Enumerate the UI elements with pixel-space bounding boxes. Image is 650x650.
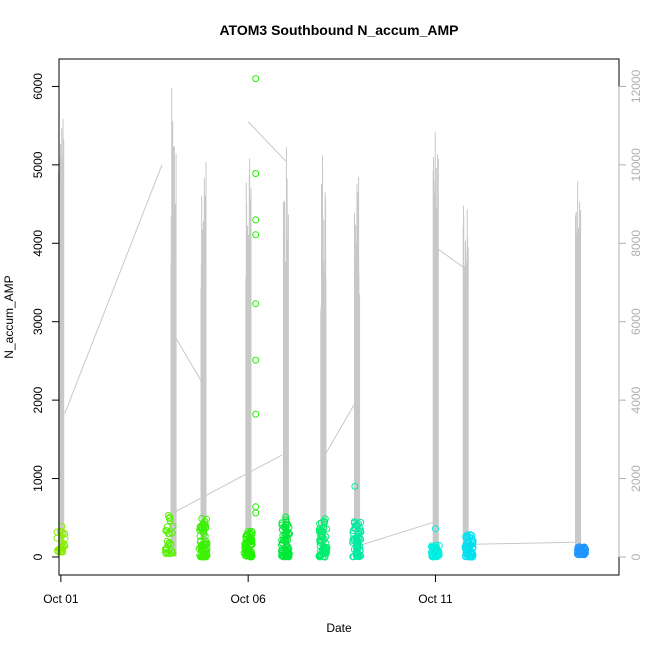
outlier-point-1 (253, 171, 259, 177)
secondary-spike-path-6 (355, 177, 360, 557)
x-tick-label: Oct 11 (418, 592, 453, 606)
y2-tick-label: 12000 (629, 69, 643, 103)
secondary-spike-9 (576, 182, 581, 557)
secondary-connector-7 (469, 542, 578, 544)
y-tick-label: 3000 (31, 308, 45, 335)
y2-tick-label: 2000 (629, 465, 643, 492)
data-point (164, 524, 170, 530)
y2-tick-label: 4000 (629, 386, 643, 413)
point-cluster-8 (462, 532, 476, 560)
secondary-spike-5 (321, 155, 326, 555)
secondary-spike-path-3 (246, 159, 251, 557)
x-tick-label: Oct 06 (230, 592, 266, 606)
secondary-connector-0 (65, 165, 162, 414)
secondary-spike-path-8 (463, 206, 468, 557)
point-cluster-6 (350, 519, 364, 560)
secondary-spike-4 (283, 147, 288, 557)
outlier-point-2 (253, 217, 259, 223)
secondary-spike-1 (171, 88, 176, 557)
y-tick-label: 5000 (31, 151, 45, 178)
secondary-line-layer (59, 88, 581, 557)
outlier-point-8 (253, 510, 259, 516)
y-tick-label: 4000 (31, 230, 45, 257)
x-axis: Oct 01 Oct 06 Oct 11 (43, 575, 453, 606)
secondary-spike-7 (433, 132, 438, 556)
y2-tick-label: 6000 (629, 308, 643, 335)
outlier-point-6 (253, 411, 259, 417)
secondary-spike-path-5 (321, 155, 326, 555)
secondary-spike-8 (463, 206, 468, 557)
secondary-connector-6 (435, 247, 465, 269)
y-axis-left: 0 1000 2000 3000 4000 5000 6000 (31, 73, 59, 561)
secondary-spike-path-4 (283, 147, 288, 557)
outlier-point-3 (253, 232, 259, 238)
y-axis-label: N_accum_AMP (2, 275, 16, 358)
y-axis-right: 0 2000 4000 6000 8000 10000 12000 (619, 69, 643, 560)
secondary-spike-path-7 (433, 132, 438, 556)
secondary-connector-4 (325, 400, 357, 455)
y2-tick-label: 10000 (629, 148, 643, 182)
point-cluster-4 (279, 517, 293, 560)
secondary-connector-2 (175, 455, 282, 512)
secondary-spike-path-9 (576, 182, 581, 557)
chart-title: ATOM3 Southbound N_accum_AMP (219, 22, 458, 38)
y2-tick-label: 0 (629, 553, 643, 560)
secondary-spike-6 (355, 177, 360, 557)
outlier-point-4 (253, 301, 259, 307)
secondary-connector-3 (248, 122, 285, 161)
secondary-spike-path-1 (171, 88, 176, 557)
secondary-connector-1 (173, 333, 203, 384)
outlier-point-5 (253, 357, 259, 363)
outlier-point-7 (253, 504, 259, 510)
y-tick-label: 1000 (31, 465, 45, 492)
secondary-connector-5 (361, 522, 436, 546)
y-tick-label: 0 (31, 553, 45, 560)
point-cluster-3 (241, 528, 255, 560)
x-tick-label: Oct 01 (43, 592, 79, 606)
y-tick-label: 2000 (31, 386, 45, 413)
y-tick-label: 6000 (31, 73, 45, 100)
point-cluster-7 (428, 542, 442, 560)
outlier-point-0 (253, 76, 259, 82)
y2-tick-label: 8000 (629, 230, 643, 257)
x-axis-label: Date (326, 621, 352, 635)
secondary-spike-3 (246, 159, 251, 557)
point-cluster-9 (575, 544, 589, 558)
plot-frame (59, 59, 619, 575)
